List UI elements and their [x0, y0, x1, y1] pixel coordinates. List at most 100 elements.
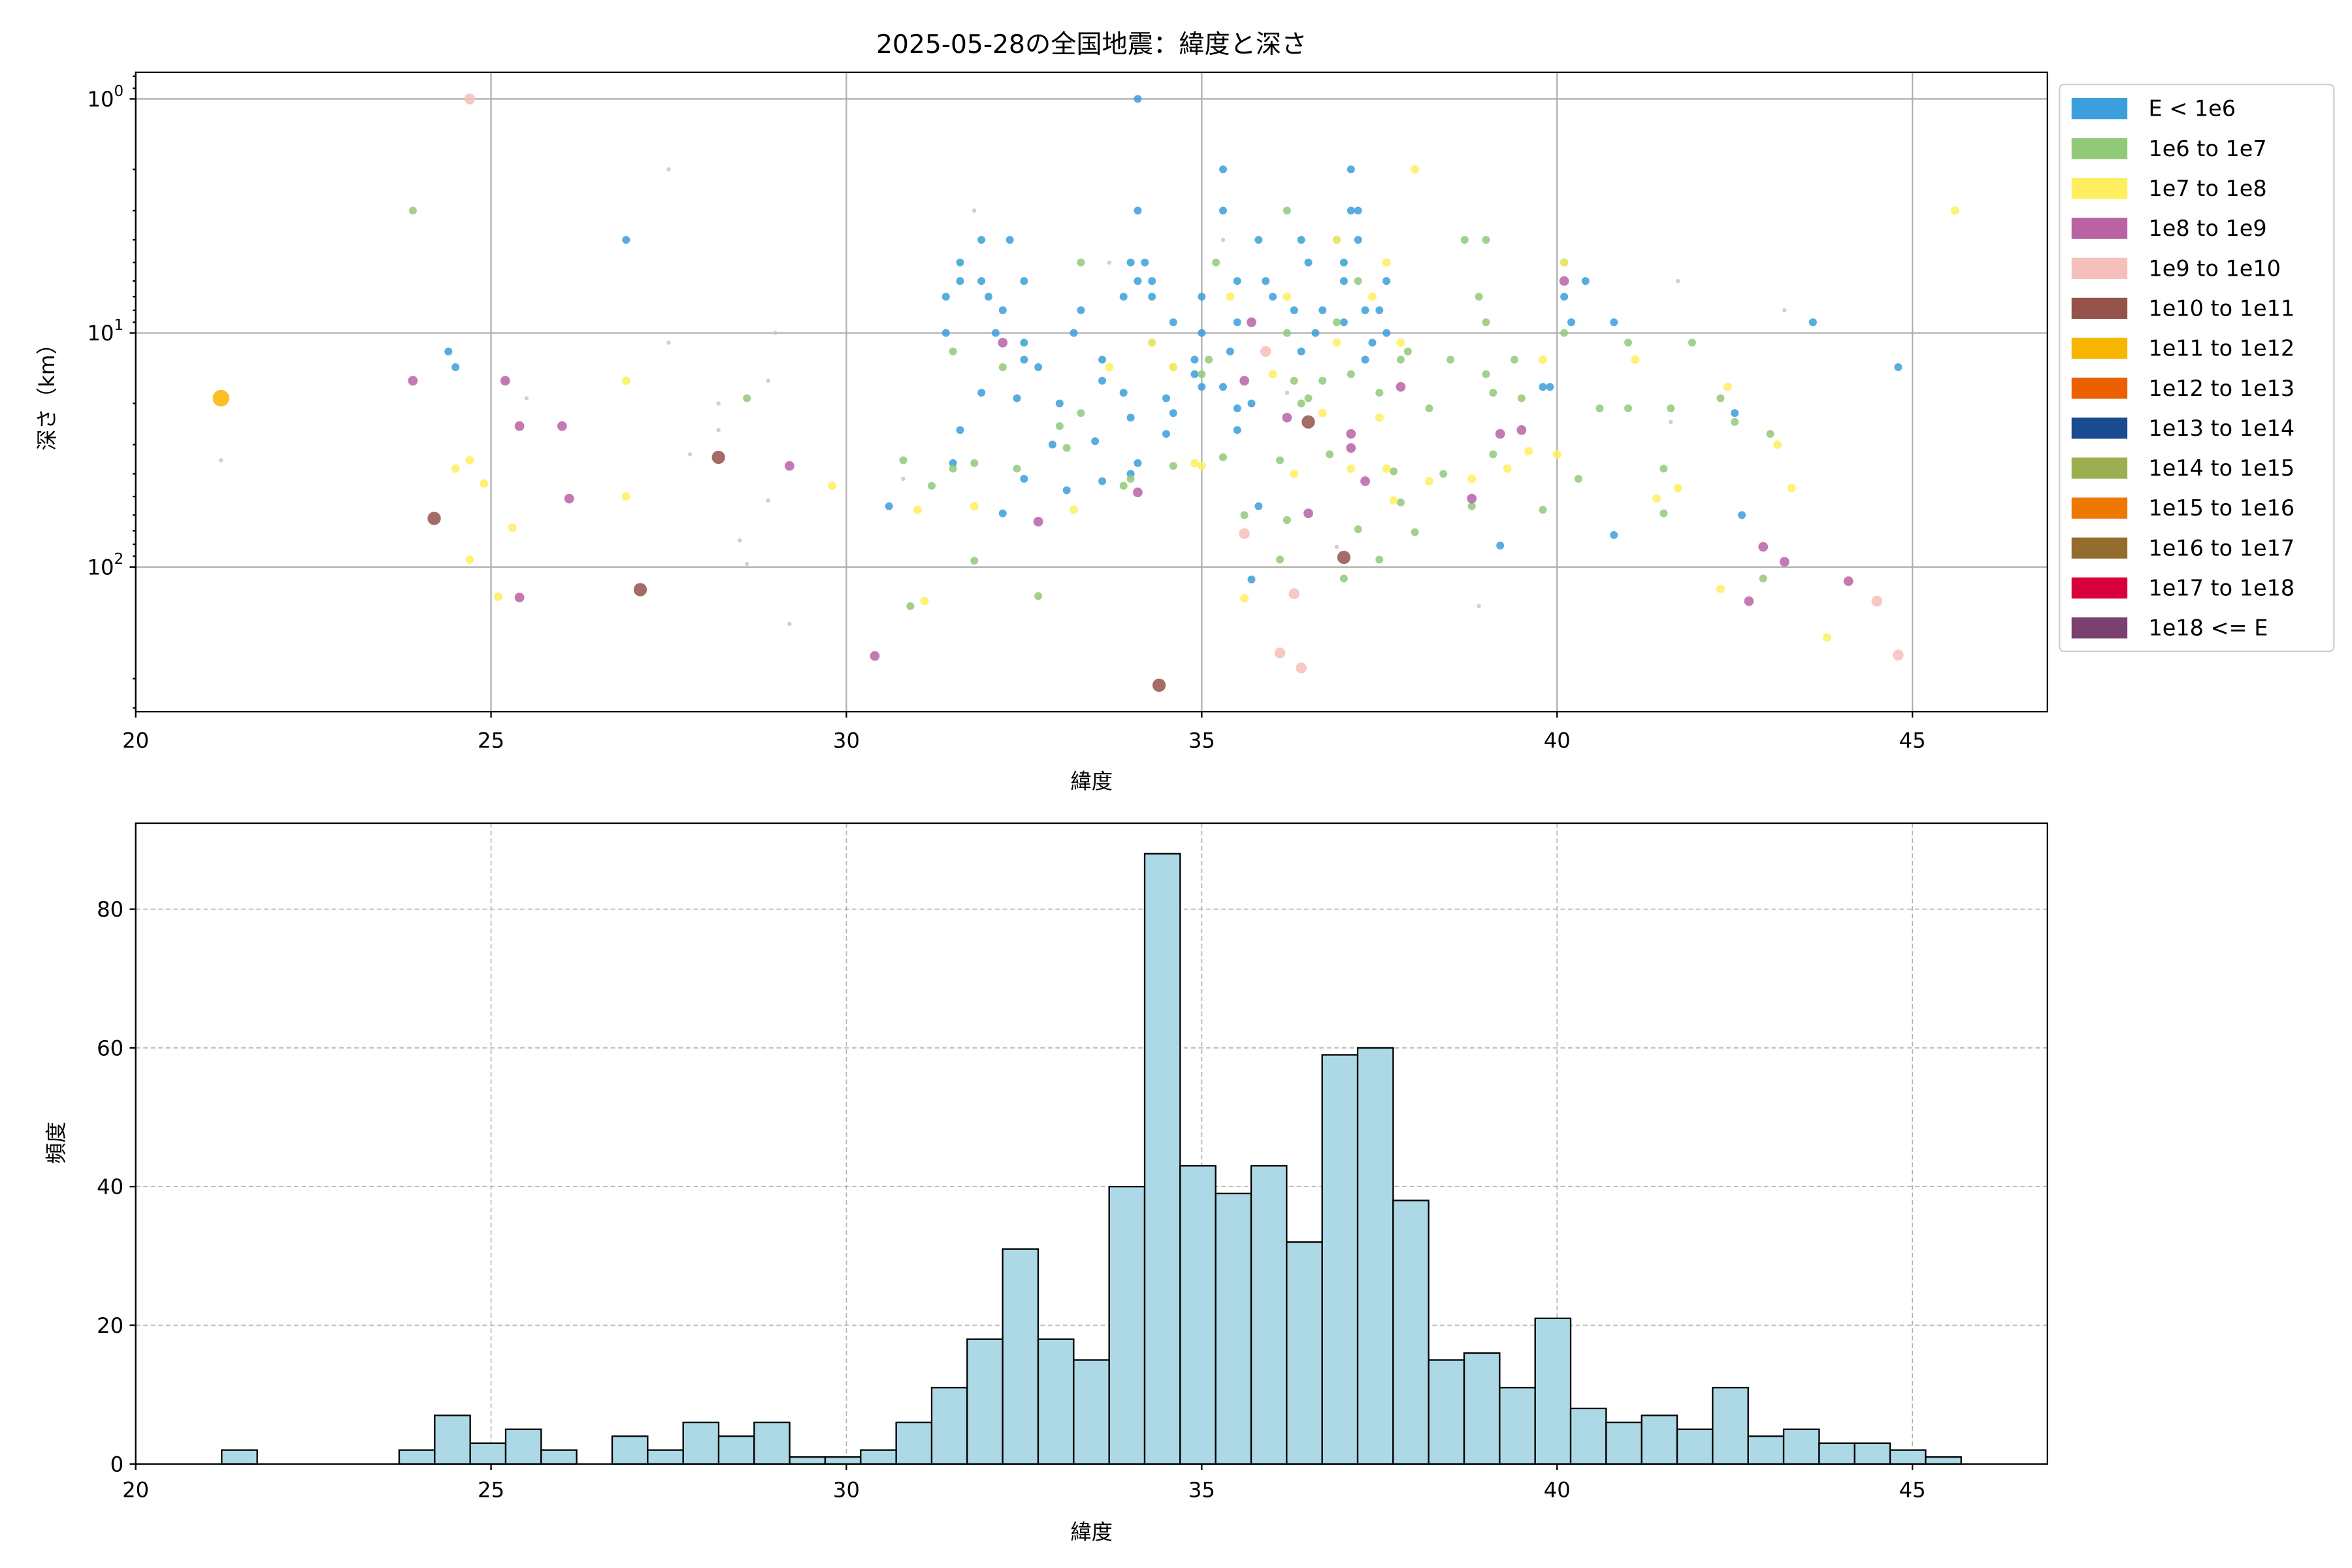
- scatter-point: [972, 208, 977, 213]
- scatter-point: [1893, 649, 1904, 661]
- legend-swatch: [2071, 337, 2128, 359]
- scatter-point: [687, 452, 693, 457]
- scatter-point: [444, 347, 453, 355]
- scatter-point: [1119, 482, 1128, 490]
- scatter-point: [1482, 318, 1490, 327]
- legend: E < 1e6 1e6 to 1e7 1e7 to 1e8 1e8 to 1e9 1e9…: [2059, 84, 2335, 653]
- scatter-point: [1062, 486, 1071, 495]
- scatter-point: [1107, 260, 1112, 265]
- scatter-point: [1403, 347, 1412, 355]
- histogram-bar: [1250, 1165, 1288, 1465]
- y-tick-label: 100: [87, 83, 123, 112]
- scatter-point: [1233, 404, 1241, 413]
- histogram-bar: [1321, 1054, 1359, 1465]
- legend-label: E < 1e6: [2148, 96, 2236, 122]
- y-tick-label: 60: [97, 1036, 123, 1060]
- scatter-point: [1134, 459, 1142, 467]
- scatter-point: [1808, 318, 1817, 327]
- scatter-point: [1779, 557, 1789, 567]
- scatter-point: [1675, 278, 1680, 284]
- histogram-bar: [1747, 1435, 1785, 1465]
- scatter-point: [1105, 363, 1114, 372]
- scatter-point: [1119, 293, 1128, 301]
- scatter-point: [977, 277, 986, 286]
- scatter-point: [1198, 383, 1206, 391]
- scatter-point: [1282, 206, 1291, 215]
- x-tick-label: 45: [1899, 1478, 1926, 1503]
- scatter-point: [1347, 370, 1355, 378]
- scatter-point: [1475, 293, 1483, 301]
- scatter-point: [941, 329, 950, 337]
- scatter-point: [1360, 476, 1370, 486]
- histogram-bar: [753, 1421, 791, 1465]
- scatter-point: [744, 561, 749, 566]
- scatter-point: [1198, 370, 1206, 378]
- histogram-bar: [434, 1414, 471, 1465]
- scatter-point: [1318, 306, 1327, 314]
- scatter-point: [500, 376, 510, 386]
- scatter-point: [1282, 412, 1292, 423]
- scatter-point: [1446, 355, 1455, 364]
- scatter-point: [1162, 430, 1170, 438]
- scatter-point: [666, 340, 671, 345]
- scatter-point: [1382, 277, 1391, 286]
- scatter-point: [1233, 277, 1241, 286]
- scatter-point: [1077, 306, 1085, 314]
- scatter-point: [1346, 429, 1356, 439]
- scatter-point: [1339, 574, 1348, 583]
- plot-frame: [135, 822, 2048, 1465]
- scatter-point: [899, 456, 907, 465]
- scatter-point: [1070, 329, 1078, 337]
- scatter-point: [1169, 462, 1177, 470]
- scatter-point: [1260, 346, 1271, 357]
- scatter-point: [1843, 576, 1854, 586]
- scatter-point: [622, 236, 630, 244]
- scatter-point: [1396, 355, 1405, 364]
- histogram-bar: [1712, 1386, 1749, 1465]
- scatter-point: [1239, 528, 1250, 540]
- legend-frame: [2059, 84, 2335, 653]
- scatter-point: [408, 206, 417, 215]
- scatter-point: [906, 602, 915, 610]
- scatter-point: [885, 502, 893, 510]
- histogram-bar: [1179, 1165, 1217, 1465]
- legend-swatch: [2071, 617, 2128, 639]
- scatter-point: [633, 583, 647, 596]
- x-tick-label: 35: [1188, 1478, 1215, 1503]
- scatter-point: [621, 376, 630, 385]
- scatter-point: [1652, 494, 1661, 503]
- scatter-point: [870, 651, 880, 661]
- histogram-bar: [1605, 1421, 1642, 1465]
- histogram-bar: [789, 1456, 826, 1465]
- y-tick-label: 20: [97, 1313, 123, 1338]
- scatter-point: [1354, 525, 1362, 534]
- legend-swatch: [2071, 577, 2128, 599]
- scatter-point: [1296, 662, 1307, 674]
- scatter-point: [1290, 306, 1298, 314]
- scatter-point: [464, 93, 476, 105]
- scatter-point: [1005, 236, 1014, 244]
- scatter-point: [773, 331, 777, 335]
- scatter-point: [1290, 376, 1298, 385]
- legend-swatch: [2071, 457, 2128, 479]
- series-1e10-to-1e11: [427, 415, 1351, 692]
- scatter-point: [1290, 469, 1299, 478]
- scatter-point: [1147, 338, 1156, 347]
- scatter-point: [1169, 409, 1177, 417]
- scatter-point: [949, 465, 957, 473]
- legend-swatch: [2071, 497, 2128, 519]
- scatter-point: [956, 258, 964, 267]
- scatter-point: [1731, 417, 1739, 426]
- scatter-point: [1233, 318, 1241, 327]
- scatter-point: [408, 376, 418, 386]
- scatter-point: [1077, 258, 1085, 267]
- histogram-bar: [895, 1421, 933, 1465]
- scatter-point: [970, 459, 979, 467]
- scatter-point: [1198, 293, 1206, 301]
- scatter-y-label: 深さ（km）: [35, 333, 59, 450]
- series-1e11-to-1e12: [212, 389, 229, 407]
- scatter-point: [1667, 404, 1675, 413]
- scatter-x-label: 緯度: [1070, 769, 1113, 794]
- scatter-point: [743, 394, 751, 402]
- scatter-point: [1304, 394, 1313, 402]
